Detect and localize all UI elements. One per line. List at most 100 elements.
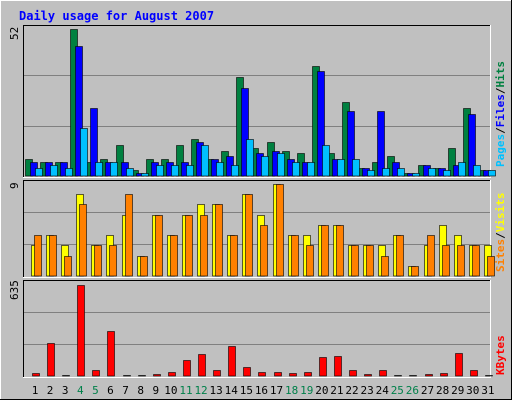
kbytes-bar-day-6 <box>107 331 115 377</box>
panel-2-area <box>23 280 491 377</box>
legend-kbytes: KBytes <box>494 335 507 375</box>
sites-bar-day-19 <box>306 245 314 277</box>
x-tick-label-day-7: 7 <box>122 384 129 397</box>
x-tick-label-day-21: 21 <box>330 384 343 397</box>
sites-bar-day-28 <box>442 245 450 277</box>
pages-bar-day-18 <box>292 162 300 177</box>
kbytes-bar-day-27 <box>425 374 433 377</box>
x-tick-label-day-24: 24 <box>376 384 390 397</box>
x-tick-label-day-20: 20 <box>315 384 328 397</box>
legend-separator-3: / <box>494 232 507 239</box>
pages-bar-day-29 <box>458 162 466 177</box>
sites-bar-day-5 <box>94 245 102 277</box>
sites-bar-day-13 <box>215 204 223 277</box>
sites-bar-day-9 <box>155 215 163 277</box>
x-tick-label-day-3: 3 <box>62 384 69 397</box>
pages-bar-day-28 <box>443 170 451 177</box>
pages-bar-day-27 <box>428 168 436 177</box>
pages-bar-day-15 <box>246 139 254 177</box>
kbytes-bar-day-9 <box>153 374 161 377</box>
kbytes-bar-day-13 <box>213 370 221 377</box>
x-tick-label-day-30: 30 <box>466 384 479 397</box>
legend-hits: Hits <box>494 61 507 88</box>
kbytes-bar-day-10 <box>168 372 176 377</box>
sites-bar-day-29 <box>457 245 465 277</box>
kbytes-bar-day-29 <box>455 353 463 377</box>
sites-bar-day-17 <box>276 184 284 277</box>
bottom-ymax-label: 635 <box>8 280 21 300</box>
sites-bar-day-25 <box>396 235 404 277</box>
hits-bar-day-29 <box>448 148 456 177</box>
kbytes-bar-day-8 <box>138 375 146 377</box>
sites-bar-day-2 <box>49 235 57 277</box>
sites-bar-day-20 <box>321 225 329 277</box>
legend-sites: Sites <box>494 239 507 272</box>
kbytes-bar-day-30 <box>470 370 478 377</box>
pages-bar-day-4 <box>80 128 88 177</box>
hits-bar-day-11 <box>176 145 184 177</box>
pages-bar-day-31 <box>488 170 496 177</box>
x-axis-labels: 1 2 3 4 5 6 7 8 9 10 11 12 13 14 15 16 17 18 19 20 21 22 23 24 2… <box>32 384 495 397</box>
kbytes-bar-day-26 <box>409 375 417 377</box>
pages-bar-day-22 <box>352 159 360 177</box>
pages-bar-day-20 <box>322 145 330 177</box>
x-tick-label-day-1: 1 <box>32 384 39 397</box>
top-ymax-label: 52 <box>8 27 21 40</box>
x-tick-label-day-5: 5 <box>92 384 99 397</box>
x-tick-label-day-22: 22 <box>345 384 358 397</box>
kbytes-bar-day-4 <box>77 285 85 377</box>
x-tick-label-day-25: 25 <box>391 384 404 397</box>
kbytes-bar-day-23 <box>364 374 372 377</box>
chart-panels <box>23 25 491 378</box>
legend-visits: Visits <box>494 193 507 233</box>
sites-bar-day-22 <box>351 245 359 277</box>
chart-bars <box>25 29 496 377</box>
files-bar-day-15 <box>241 88 249 177</box>
legend-pages: Pages <box>494 134 507 167</box>
sites-bar-day-4 <box>79 204 87 277</box>
legend-top: Pages/Files/Hits <box>494 61 507 167</box>
sites-bar-day-12 <box>200 215 208 277</box>
pages-bar-day-12 <box>201 145 209 177</box>
x-tick-label-day-29: 29 <box>451 384 464 397</box>
files-bar-day-4 <box>75 46 83 177</box>
pages-bar-day-13 <box>216 162 224 177</box>
pages-bar-day-26 <box>412 173 420 177</box>
pages-bar-day-16 <box>261 156 269 177</box>
x-tick-label-day-9: 9 <box>152 384 159 397</box>
sites-bar-day-16 <box>260 225 268 277</box>
sites-bar-day-6 <box>109 245 117 277</box>
sites-bar-day-18 <box>291 235 299 277</box>
kbytes-bar-day-16 <box>258 372 266 377</box>
hits-bar-day-7 <box>116 145 124 177</box>
kbytes-bar-day-2 <box>47 343 55 377</box>
kbytes-bar-day-5 <box>92 370 100 377</box>
pages-bar-day-21 <box>337 159 345 177</box>
kbytes-bar-day-21 <box>334 356 342 377</box>
pages-bar-day-9 <box>156 165 164 177</box>
legend-separator-2: / <box>494 87 507 94</box>
files-bar-day-5 <box>90 108 98 177</box>
pages-bar-day-10 <box>171 165 179 177</box>
kbytes-bar-day-22 <box>349 370 357 377</box>
x-tick-label-day-27: 27 <box>421 384 434 397</box>
x-tick-label-day-18: 18 <box>285 384 298 397</box>
sites-bar-day-3 <box>64 256 72 277</box>
files-bar-day-20 <box>317 71 325 177</box>
pages-bar-day-1 <box>35 168 43 177</box>
x-tick-label-day-31: 31 <box>481 384 494 397</box>
sites-bar-day-14 <box>230 235 238 277</box>
x-tick-label-day-23: 23 <box>361 384 374 397</box>
kbytes-bar-day-15 <box>243 367 251 377</box>
kbytes-bar-day-28 <box>440 373 448 377</box>
x-tick-label-day-15: 15 <box>240 384 253 397</box>
x-tick-label-day-13: 13 <box>210 384 223 397</box>
sites-bar-day-24 <box>381 256 389 277</box>
sites-bar-day-10 <box>170 235 178 277</box>
pages-bar-day-30 <box>473 165 481 177</box>
kbytes-bar-day-17 <box>274 372 282 377</box>
kbytes-bar-day-14 <box>228 346 236 377</box>
pages-bar-day-24 <box>382 168 390 177</box>
